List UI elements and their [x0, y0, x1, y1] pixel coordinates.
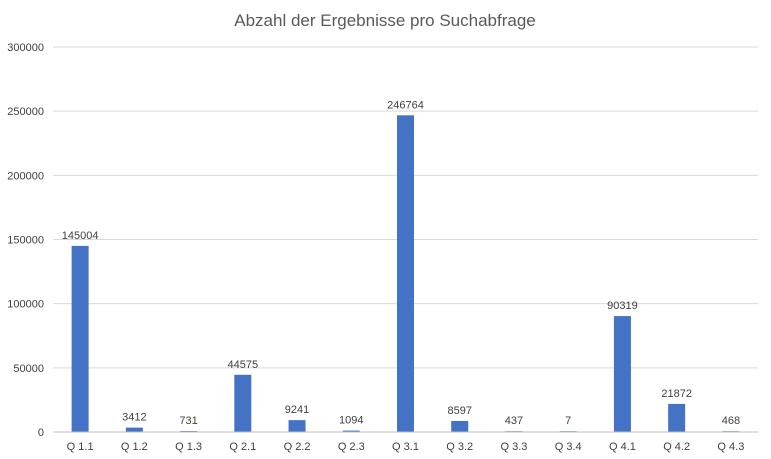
- x-tick-label: Q 1.2: [121, 441, 148, 453]
- x-tick-label: Q 2.1: [229, 441, 256, 453]
- bars: [71, 115, 740, 433]
- data-label: 9241: [285, 404, 309, 416]
- data-label: 145004: [62, 230, 99, 242]
- bar: [451, 420, 469, 432]
- data-label: 246764: [387, 99, 424, 111]
- y-tick-label: 0: [38, 427, 44, 439]
- y-tick-label: 200000: [7, 170, 44, 182]
- data-label: 8597: [447, 405, 471, 417]
- bar: [668, 403, 686, 432]
- data-label: 7: [565, 415, 571, 427]
- data-label: 731: [179, 415, 197, 427]
- bar: [342, 430, 360, 432]
- data-label: 90319: [607, 300, 638, 312]
- data-labels: 145004 3412 731 44575 9241 1094 246764 8597 437 7…: [62, 99, 740, 427]
- y-tick-label: 100000: [7, 299, 44, 311]
- y-axis-tick-labels: 0 50000 100000 150000 200000 250000 300000: [7, 42, 44, 439]
- y-tick-label: 150000: [7, 235, 44, 247]
- y-tick-label: 300000: [7, 42, 44, 54]
- bar: [613, 316, 631, 432]
- bar: [71, 245, 89, 432]
- x-tick-label: Q 4.2: [663, 441, 690, 453]
- x-tick-label: Q 1.1: [67, 441, 94, 453]
- bar: [397, 115, 414, 433]
- data-label: 3412: [122, 412, 146, 424]
- data-label: 21872: [661, 388, 692, 400]
- bar: [125, 427, 143, 432]
- x-tick-label: Q 1.3: [175, 441, 202, 453]
- data-label: 437: [505, 415, 523, 427]
- x-tick-label: Q 4.1: [609, 441, 636, 453]
- x-tick-label: Q 4.3: [717, 441, 744, 453]
- x-tick-label: Q 2.3: [338, 441, 365, 453]
- data-label: 1094: [339, 415, 363, 427]
- bar: [234, 374, 252, 432]
- y-tick-label: 50000: [13, 363, 44, 375]
- chart-title: Abzahl der Ergebnisse pro Suchabfrage: [234, 11, 535, 30]
- x-tick-label: Q 3.1: [392, 441, 419, 453]
- x-tick-label: Q 3.2: [446, 441, 473, 453]
- bar: [288, 420, 306, 432]
- x-tick-label: Q 3.3: [501, 441, 528, 453]
- data-label: 468: [722, 415, 740, 427]
- y-tick-label: 250000: [7, 106, 44, 118]
- x-axis-tick-labels: Q 1.1 Q 1.2 Q 1.3 Q 2.1 Q 2.2 Q 2.3 Q 3.1 Q 3.2…: [67, 441, 745, 453]
- x-tick-label: Q 3.4: [555, 441, 582, 453]
- data-label: 44575: [228, 359, 259, 371]
- x-tick-label: Q 2.2: [284, 441, 311, 453]
